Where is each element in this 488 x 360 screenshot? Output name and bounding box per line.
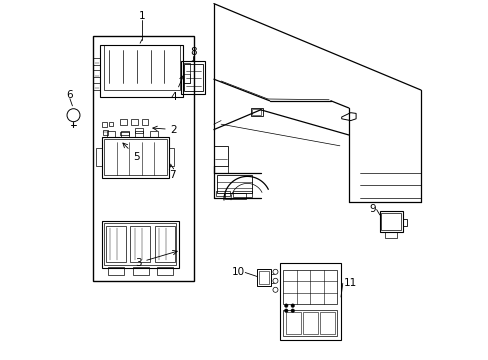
Text: 3: 3 [134,250,177,268]
Bar [93,83,101,90]
Bar [102,122,107,127]
Bar [381,213,400,230]
Text: 7: 7 [168,164,175,180]
Bar [104,223,176,265]
Bar [135,131,143,137]
Text: 5: 5 [122,143,139,162]
Bar [232,191,251,197]
Bar [157,267,173,275]
Bar [104,139,167,175]
Bar [134,128,142,133]
Bar [183,63,189,83]
Bar [131,119,137,125]
Bar [106,131,114,137]
Bar [142,119,148,125]
Bar [132,267,148,275]
Bar [217,175,251,193]
Bar [120,132,129,135]
Bar [285,312,301,334]
Text: 2: 2 [152,125,177,135]
Circle shape [284,304,287,307]
Bar [130,226,150,262]
Bar [93,36,194,281]
Bar [216,191,230,196]
Bar [257,269,270,286]
Bar [183,64,203,91]
Text: 10: 10 [231,267,244,277]
Bar [102,137,168,178]
Text: 9: 9 [368,204,375,214]
Bar [155,226,174,262]
Bar [168,148,174,166]
Bar [108,122,113,126]
Bar [183,74,189,83]
Bar [108,267,124,275]
Bar [258,271,268,284]
Bar [181,61,204,94]
Text: 6: 6 [66,90,73,100]
Bar [102,221,179,268]
Bar [121,131,129,137]
Bar [251,109,261,115]
Bar [93,70,101,77]
Bar [96,148,102,166]
Bar [120,119,126,125]
Bar [106,226,125,262]
Circle shape [284,309,287,312]
Text: 11: 11 [343,278,356,288]
Bar [303,312,317,334]
Bar [250,108,262,116]
Bar [402,219,407,226]
Bar [104,45,179,90]
Bar [93,58,101,65]
Circle shape [290,304,294,307]
Bar [283,310,337,336]
Text: 4: 4 [170,75,183,102]
Bar [319,312,334,334]
Bar [101,45,183,97]
Circle shape [290,309,294,312]
Text: 8: 8 [190,47,196,57]
Bar [385,232,396,238]
Bar [279,263,340,340]
Bar [283,270,337,304]
Bar [103,130,108,135]
Bar [224,193,245,199]
Bar [379,211,402,232]
Bar [149,131,158,137]
Bar [213,146,228,166]
Text: 1: 1 [138,11,145,21]
